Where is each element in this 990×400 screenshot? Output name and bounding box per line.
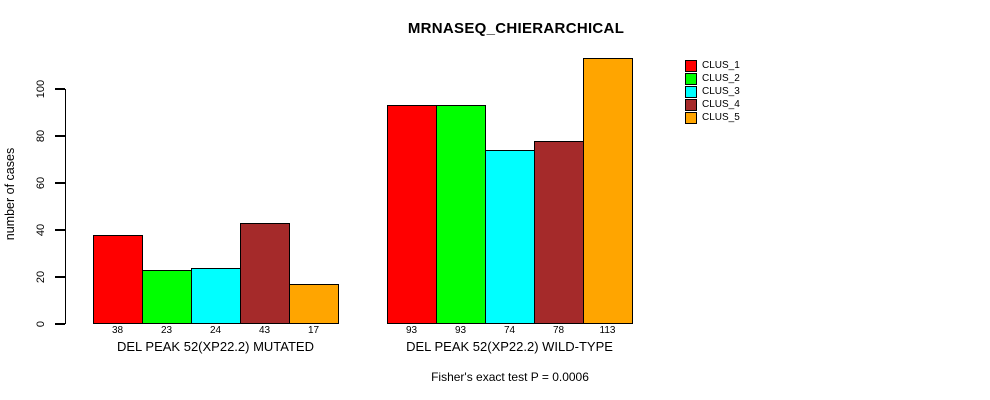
bar-clus_2-group2 (436, 105, 486, 324)
bar-clus_5-group2 (583, 58, 633, 324)
legend: CLUS_1 CLUS_2 CLUS_3 CLUS_4 CLUS_5 (685, 59, 740, 124)
y-tick-60 (55, 182, 65, 184)
legend-label: CLUS_5 (702, 112, 740, 123)
bar-clus_3-group2 (485, 150, 535, 324)
y-tick-label-40: 40 (35, 223, 47, 237)
group-label-wild-type: DEL PEAK 52(XP22.2) WILD-TYPE (406, 339, 613, 354)
y-tick-80 (55, 135, 65, 137)
y-tick-label-80: 80 (35, 129, 47, 143)
y-tick-label-0: 0 (35, 320, 47, 328)
legend-item-clus_3: CLUS_3 (685, 85, 740, 98)
bar-value-clus_1-group1: 38 (111, 325, 124, 336)
bar-value-clus_1-group2: 93 (405, 325, 418, 336)
bar-value-clus_4-group1: 43 (258, 325, 271, 336)
legend-label: CLUS_1 (702, 60, 740, 71)
bar-value-clus_5-group1: 17 (307, 325, 320, 336)
bar-value-clus_5-group2: 113 (599, 325, 616, 336)
y-tick-100 (55, 88, 65, 90)
legend-swatch-icon (685, 111, 697, 124)
bar-value-clus_3-group2: 74 (503, 325, 516, 336)
legend-label: CLUS_4 (702, 99, 740, 110)
y-tick-20 (55, 276, 65, 278)
y-axis-label: number of cases (3, 147, 17, 241)
y-axis-line (65, 89, 67, 324)
bar-clus_5-group1 (289, 284, 339, 324)
bar-clus_1-group2 (387, 105, 437, 324)
bar-value-clus_2-group2: 93 (454, 325, 467, 336)
legend-swatch-icon (685, 72, 697, 85)
bar-value-clus_4-group2: 78 (552, 325, 565, 336)
legend-label: CLUS_3 (702, 86, 740, 97)
fisher-test-annotation: Fisher's exact test P = 0.0006 (431, 370, 589, 384)
bar-clus_1-group1 (93, 235, 143, 324)
y-tick-0 (55, 323, 65, 325)
bar-value-clus_2-group1: 23 (160, 325, 173, 336)
y-tick-40 (55, 229, 65, 231)
legend-item-clus_1: CLUS_1 (685, 59, 740, 72)
bar-clus_4-group2 (534, 141, 584, 324)
group-label-mutated: DEL PEAK 52(XP22.2) MUTATED (117, 339, 314, 354)
bar-value-clus_3-group1: 24 (209, 325, 222, 336)
y-tick-label-20: 20 (35, 270, 47, 284)
legend-item-clus_4: CLUS_4 (685, 98, 740, 111)
legend-item-clus_5: CLUS_5 (685, 111, 740, 124)
chart-title: MRNASEQ_CHIERARCHICAL (407, 20, 625, 37)
bar-clus_2-group1 (142, 270, 192, 324)
legend-item-clus_2: CLUS_2 (685, 72, 740, 85)
legend-label: CLUS_2 (702, 73, 740, 84)
y-tick-label-100: 100 (35, 79, 47, 99)
bar-clus_3-group1 (191, 268, 241, 324)
legend-swatch-icon (685, 59, 697, 72)
y-tick-label-60: 60 (35, 176, 47, 190)
bar-clus_4-group1 (240, 223, 290, 324)
legend-swatch-icon (685, 98, 697, 111)
legend-swatch-icon (685, 85, 697, 98)
